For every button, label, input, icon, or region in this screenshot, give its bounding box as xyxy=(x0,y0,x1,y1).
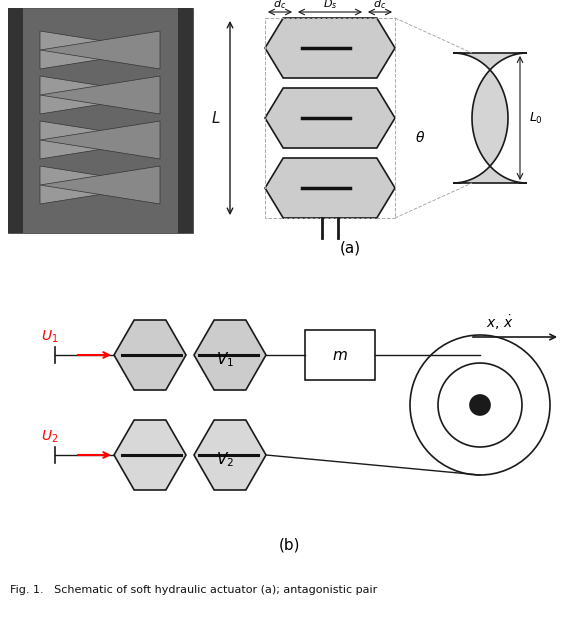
Polygon shape xyxy=(40,121,160,159)
Polygon shape xyxy=(114,320,186,390)
Polygon shape xyxy=(40,31,160,69)
Polygon shape xyxy=(265,88,395,148)
Polygon shape xyxy=(194,420,266,490)
Text: $m$: $m$ xyxy=(332,348,348,363)
Polygon shape xyxy=(40,76,160,114)
Text: (a): (a) xyxy=(339,241,361,256)
Circle shape xyxy=(410,335,550,475)
Bar xyxy=(305,330,375,380)
Text: $L$: $L$ xyxy=(211,110,221,126)
Polygon shape xyxy=(114,420,186,490)
Polygon shape xyxy=(40,166,160,204)
Text: $d_c$: $d_c$ xyxy=(374,0,387,11)
Text: $x,\,\dot{x}$: $x,\,\dot{x}$ xyxy=(486,313,514,332)
Bar xyxy=(265,18,395,218)
Text: (b): (b) xyxy=(279,537,301,552)
Text: $d_c$: $d_c$ xyxy=(273,0,287,11)
Polygon shape xyxy=(40,121,160,159)
Bar xyxy=(8,8,193,233)
Circle shape xyxy=(470,395,490,415)
Text: $L_0$: $L_0$ xyxy=(529,111,543,126)
Text: $U_2$: $U_2$ xyxy=(41,429,59,445)
Text: Fig. 1.   Schematic of soft hydraulic actuator (a); antagonistic pair: Fig. 1. Schematic of soft hydraulic actu… xyxy=(10,585,377,595)
Bar xyxy=(178,8,193,233)
Text: $\theta$: $\theta$ xyxy=(415,131,425,146)
Bar xyxy=(8,8,23,233)
Text: $V_1$: $V_1$ xyxy=(216,351,234,369)
Polygon shape xyxy=(265,18,395,78)
Polygon shape xyxy=(194,320,266,390)
Polygon shape xyxy=(40,166,160,204)
Text: $D_s$: $D_s$ xyxy=(323,0,337,11)
Polygon shape xyxy=(265,158,395,218)
Text: $V_2$: $V_2$ xyxy=(216,451,234,470)
Circle shape xyxy=(438,363,522,447)
Polygon shape xyxy=(40,31,160,69)
Polygon shape xyxy=(453,53,527,183)
Text: $U_1$: $U_1$ xyxy=(41,329,59,345)
Polygon shape xyxy=(40,76,160,114)
